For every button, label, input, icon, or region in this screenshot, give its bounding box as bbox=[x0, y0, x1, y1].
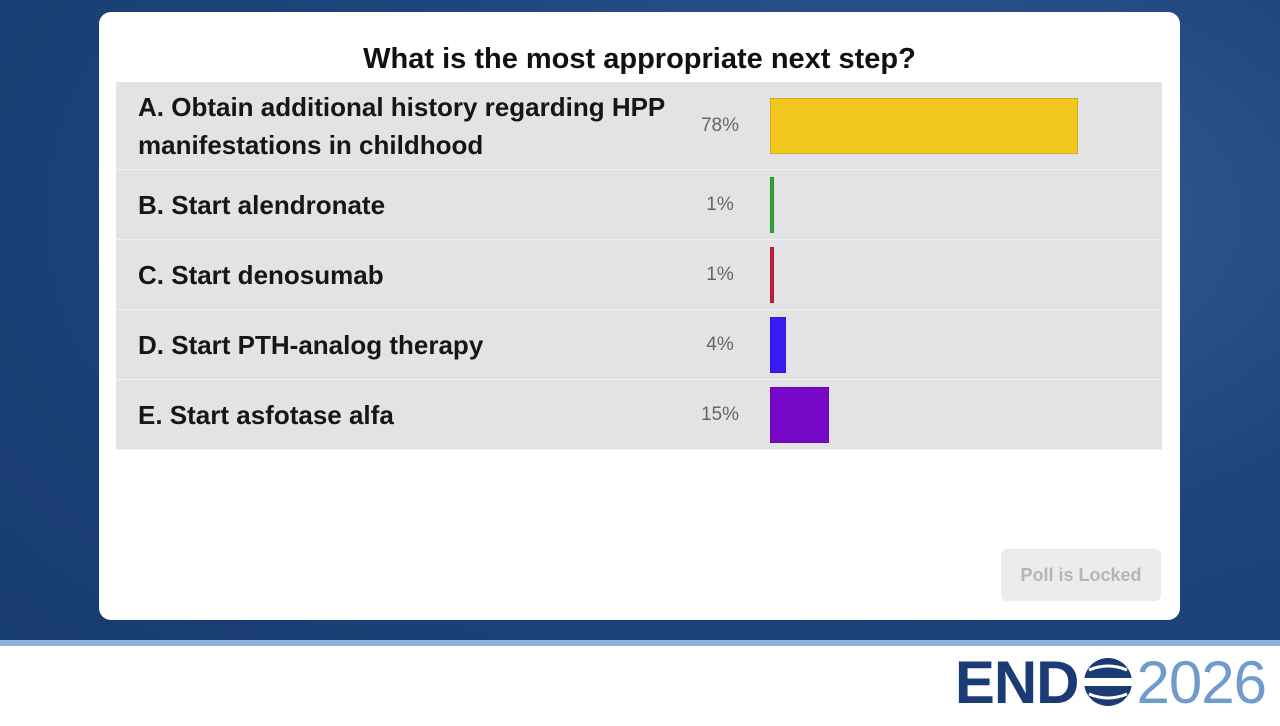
option-label: B. Start alendronate bbox=[138, 189, 386, 220]
poll-locked-button[interactable]: Poll is Locked bbox=[1001, 549, 1161, 601]
option-bar bbox=[770, 97, 1079, 154]
option-label: C. Start denosumab bbox=[138, 259, 384, 290]
option-percent: 1% bbox=[706, 193, 734, 215]
option-bar bbox=[770, 386, 830, 443]
logo-globe bbox=[1080, 658, 1135, 706]
poll-card: What is the most appropriate next step? … bbox=[99, 12, 1180, 620]
option-percent: 4% bbox=[706, 333, 734, 355]
option-percent: 1% bbox=[706, 263, 734, 285]
option-bar bbox=[770, 316, 786, 373]
poll-option: D. Start PTH-analog therapy 4% bbox=[116, 310, 1162, 380]
option-bar bbox=[770, 176, 774, 233]
poll-option: A. Obtain additional history regarding H… bbox=[116, 82, 1162, 170]
poll-option: B. Start alendronate 1% bbox=[116, 170, 1162, 240]
logo: END 2026 bbox=[954, 648, 1267, 716]
option-percent: 15% bbox=[700, 403, 740, 425]
poll-option: E. Start asfotase alfa 15% bbox=[116, 380, 1162, 450]
option-percent: 78% bbox=[700, 114, 740, 136]
option-label: D. Start PTH-analog therapy bbox=[138, 329, 484, 360]
option-label: A. Obtain additional history regarding H… bbox=[138, 91, 665, 160]
logo-text: 2026 bbox=[1136, 648, 1267, 716]
logo-text: END bbox=[954, 648, 1080, 716]
footer bbox=[0, 640, 1280, 726]
option-label: E. Start asfotase alfa bbox=[138, 399, 394, 430]
option-bar bbox=[770, 246, 774, 303]
poll-options: A. Obtain additional history regarding H… bbox=[116, 82, 1162, 450]
poll-question: What is the most appropriate next step? bbox=[363, 43, 916, 75]
poll-option: C. Start denosumab 1% bbox=[116, 240, 1162, 310]
